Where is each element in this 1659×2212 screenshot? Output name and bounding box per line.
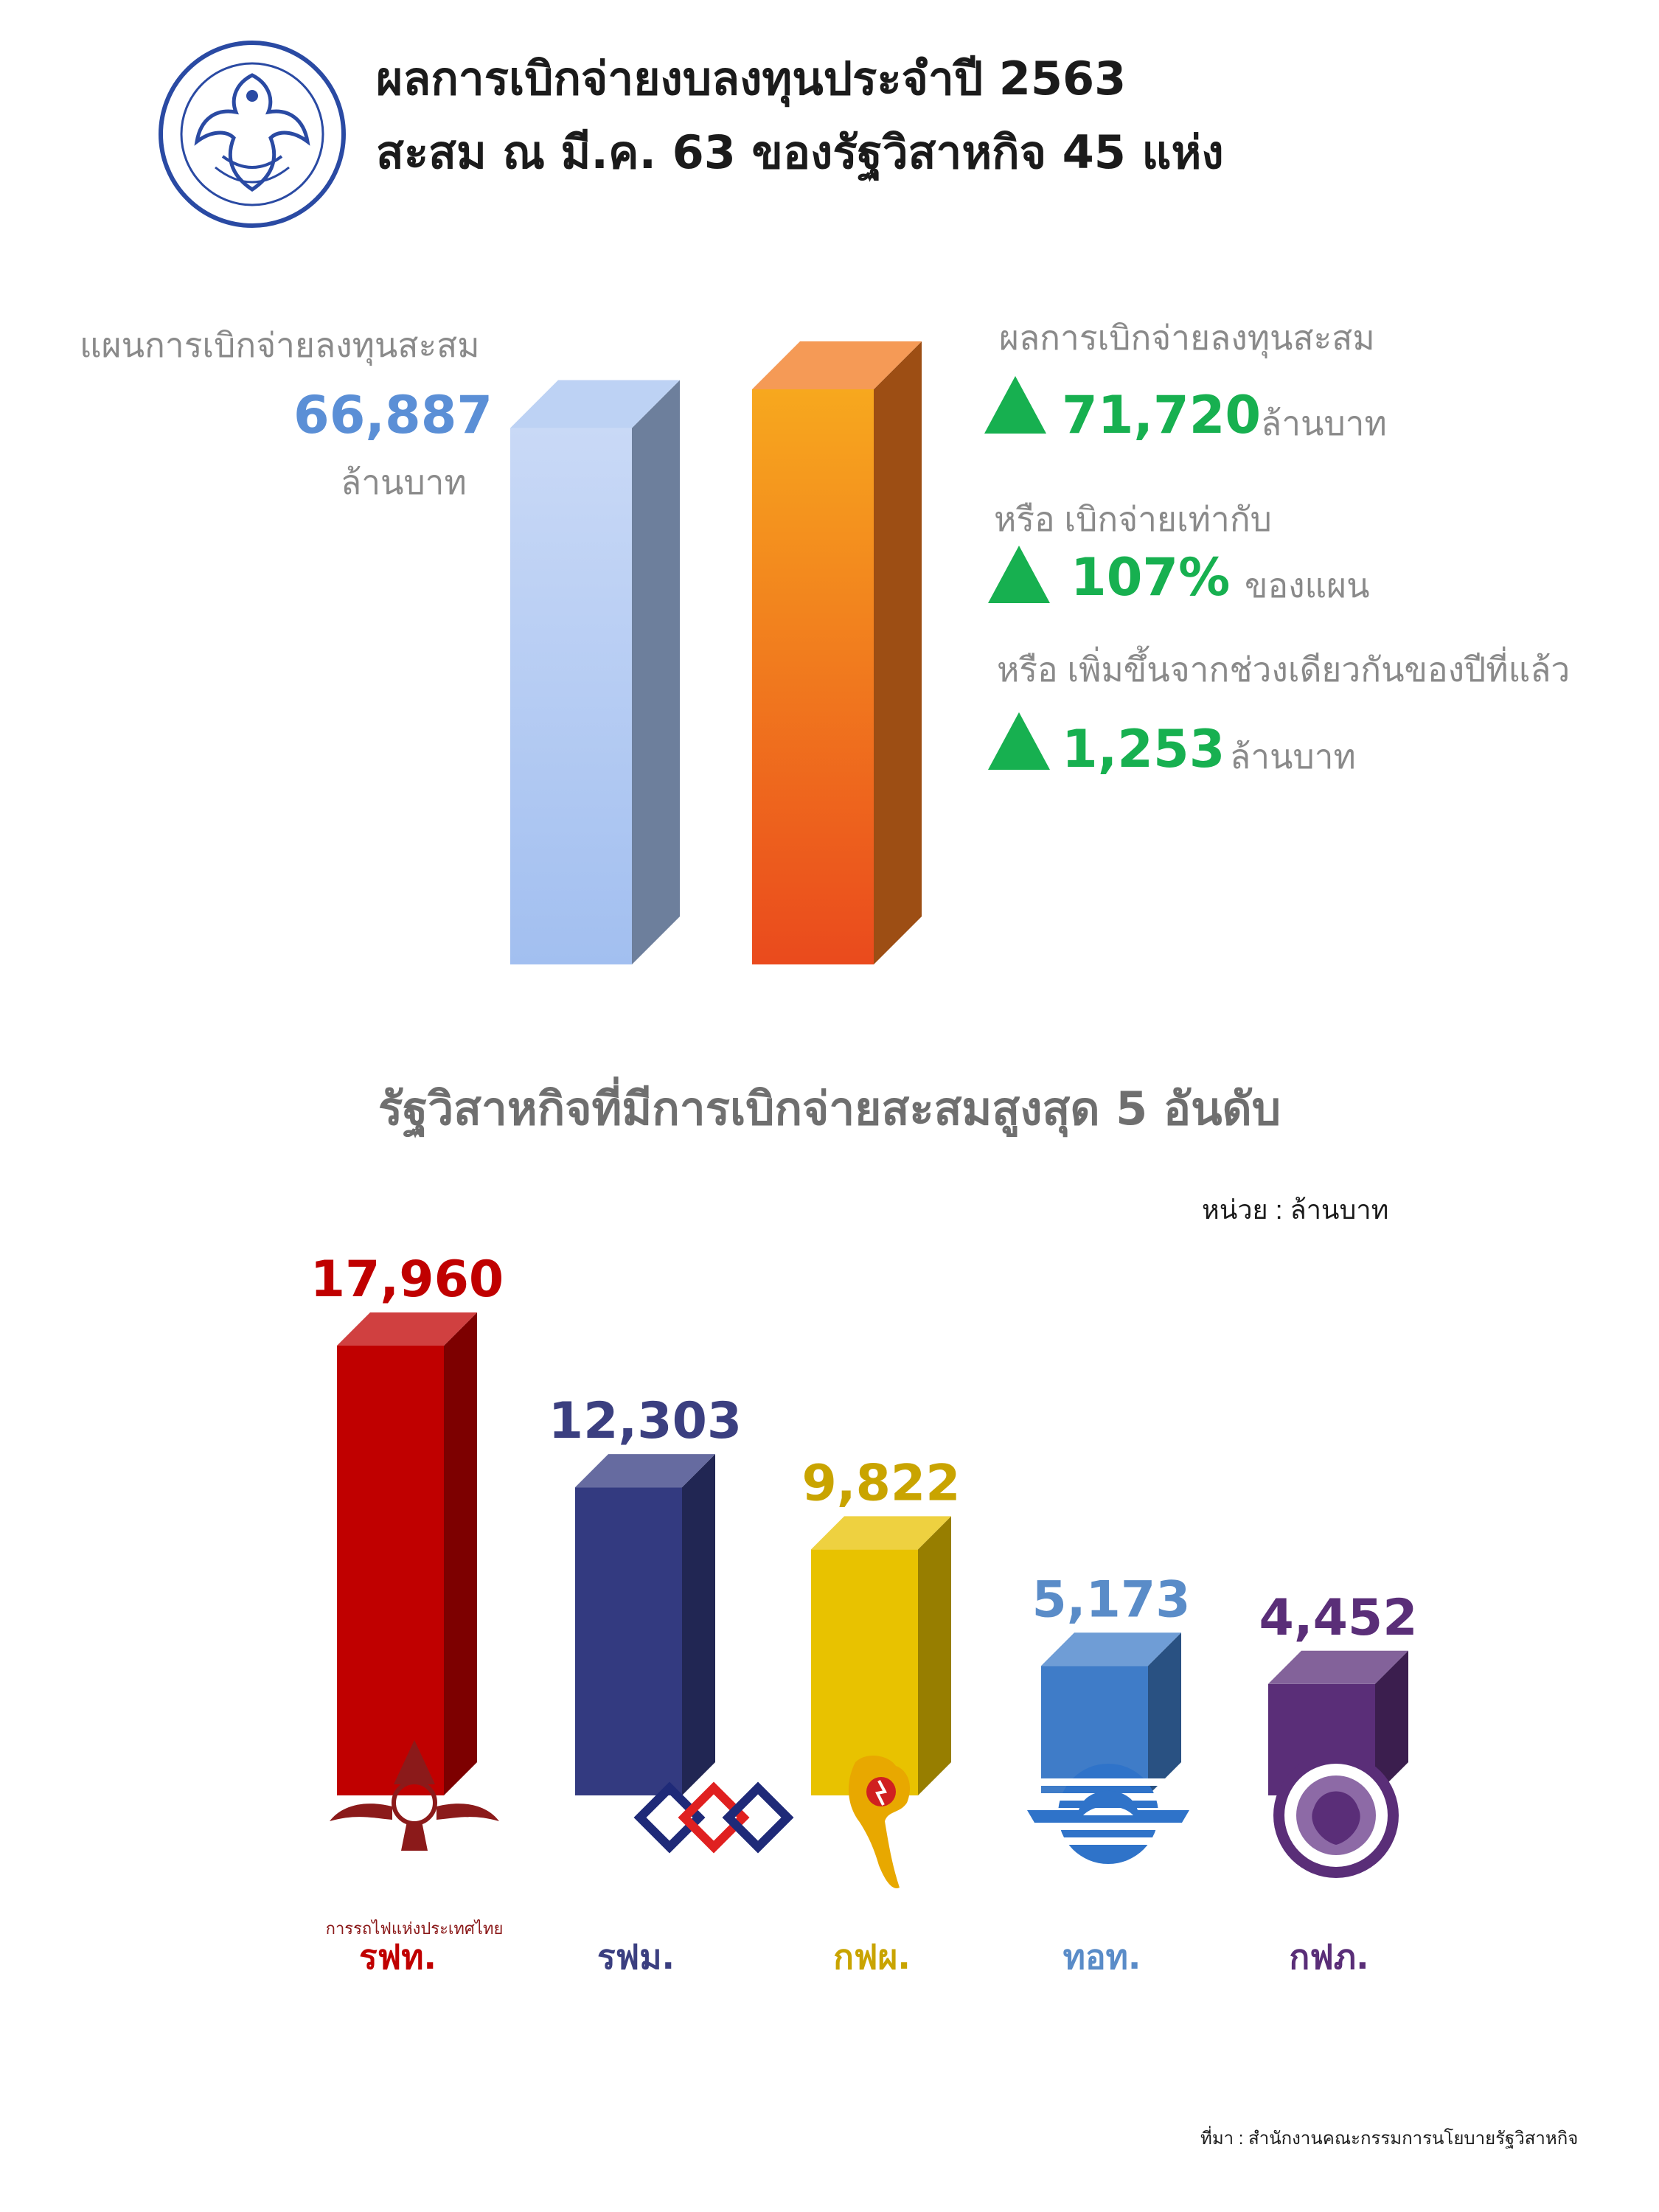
plan-value: 66,887 xyxy=(293,385,493,445)
aot-globe-logo-icon xyxy=(1027,1764,1189,1864)
plan-vs-result-chart xyxy=(510,341,922,964)
result-label: ผลการเบิกจ่ายลงทุนสะสม xyxy=(999,319,1375,357)
top5-category-label: รฟม. xyxy=(597,1937,675,1977)
top5-value-label: 5,173 xyxy=(1032,1571,1190,1629)
ratio-label: หรือ เบิกจ่ายเท่ากับ xyxy=(994,500,1272,538)
mrta-diamond-logo-icon xyxy=(633,1781,794,1854)
unit-label: หน่วย : ล้านบาท xyxy=(1202,1194,1389,1225)
state-enterprise-policy-office-seal-icon xyxy=(159,41,346,228)
top5-bar-3 xyxy=(811,1516,951,1795)
result-bar xyxy=(752,341,922,964)
up-triangle-icon xyxy=(988,546,1050,603)
header: ผลการเบิกจ่ายงบลงทุนประจำปี 2563 สะสม ณ … xyxy=(0,0,1659,243)
top5-value-label: 17,960 xyxy=(310,1251,504,1309)
source-note: ที่มา : สำนักงานคณะกรรมการนโยบายรัฐวิสาห… xyxy=(1200,2129,1579,2149)
top5-value-label: 9,822 xyxy=(801,1454,960,1512)
top5-value-label: 4,452 xyxy=(1259,1589,1417,1647)
top5-bar-1 xyxy=(337,1312,477,1795)
plan-bar xyxy=(510,380,680,964)
up-triangle-icon xyxy=(988,712,1050,770)
top5-category-label: กฟภ. xyxy=(1289,1937,1368,1977)
ratio-value: 107% xyxy=(1071,547,1231,608)
increase-label: หรือ เพิ่มขึ้นจากช่วงเดียวกันของปีที่แล้… xyxy=(997,650,1571,689)
srt-logo-caption: การรถไฟแห่งประเทศไทย xyxy=(325,1919,504,1938)
top5-bar-chart: 17,960 รฟท. 12,303 รฟม. 9,822 กฟผ. 5,173 ทอท. 4,… xyxy=(310,1251,1418,1977)
top5-title: รัฐวิสาหกิจที่มีการเบิกจ่ายสะสมสูงสุด 5 … xyxy=(378,1082,1281,1135)
plan-unit: ล้านบาท xyxy=(341,463,467,501)
up-triangle-icon xyxy=(984,376,1046,434)
pea-round-seal-icon xyxy=(1273,1753,1399,1878)
page-title-line-2: สะสม ณ มี.ค. 63 ของรัฐวิสาหกิจ 45 แห่ง xyxy=(376,125,1224,179)
top5-value-label: 12,303 xyxy=(549,1392,742,1450)
ratio-unit: ของแผน xyxy=(1245,566,1370,605)
plan-label: แผนการเบิกจ่ายลงทุนสะสม xyxy=(80,326,480,364)
srt-winged-emblem-icon xyxy=(330,1740,499,1851)
result-unit: ล้านบาท xyxy=(1261,404,1387,442)
top5-category-label: ทอท. xyxy=(1063,1937,1141,1977)
top5-category-label: รฟท. xyxy=(359,1937,437,1977)
top5-bar-2 xyxy=(575,1454,715,1795)
page-title-line-1: ผลการเบิกจ่ายงบลงทุนประจำปี 2563 xyxy=(376,52,1127,105)
egat-thailand-map-logo-icon xyxy=(848,1755,911,1888)
result-value: 71,720 xyxy=(1062,385,1262,445)
increase-value: 1,253 xyxy=(1062,719,1225,779)
top5-category-label: กฟผ. xyxy=(833,1937,911,1977)
increase-unit: ล้านบาท xyxy=(1230,737,1356,776)
